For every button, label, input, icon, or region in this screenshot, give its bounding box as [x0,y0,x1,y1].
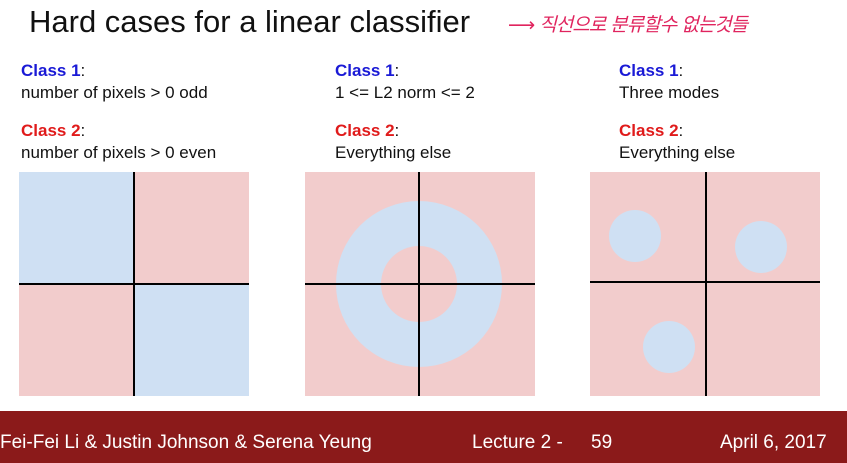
class2-label: Class 2 [335,121,395,140]
class1-label: Class 1 [335,61,395,80]
footer-lecture: Lecture 2 - [472,432,563,453]
handwritten-annotation: ⟶ 직선으로 분류할수 없는것들 [508,10,748,37]
class1-description: number of pixels > 0 odd [21,83,208,102]
slide-footer: Fei-Fei Li & Justin Johnson & Serena Yeu… [0,411,847,463]
arrow-right-icon: ⟶ [508,14,535,36]
column-ring: Class 1: 1 <= L2 norm <= 2 Class 2: Ever… [335,61,475,162]
mode-blob-1 [609,210,661,262]
footer-authors: Fei-Fei Li & Justin Johnson & Serena Yeu… [0,432,372,453]
class2-description: number of pixels > 0 even [21,143,217,162]
mode-blob-2 [735,221,787,273]
class2-description: Everything else [335,143,452,162]
class2-label: Class 2 [619,121,679,140]
class1-description: Three modes [619,83,720,102]
footer-date: April 6, 2017 [720,432,827,453]
class1-label: Class 1 [21,61,81,80]
mode-blob-3 [643,321,695,373]
footer-page-number: 59 [591,432,613,453]
quadrant-top-right [134,172,249,284]
column-parity: Class 1: number of pixels > 0 odd Class … [21,61,217,162]
quadrant-bottom-left [19,284,134,396]
annotation-text: 직선으로 분류할수 없는것들 [539,14,748,36]
three-modes-plot [590,172,820,396]
column-modes: Class 1: Three modes Class 2: Everything… [619,61,736,162]
quadrant-bottom-right [134,284,249,396]
class2-description: Everything else [619,143,736,162]
class1-description: 1 <= L2 norm <= 2 [335,83,475,102]
slide-title: Hard cases for a linear classifier [29,4,471,39]
ring-plot [305,172,535,396]
class1-label: Class 1 [619,61,679,80]
parity-quadrant-plot [19,172,249,396]
class2-label: Class 2 [21,121,81,140]
quadrant-top-left [19,172,134,284]
